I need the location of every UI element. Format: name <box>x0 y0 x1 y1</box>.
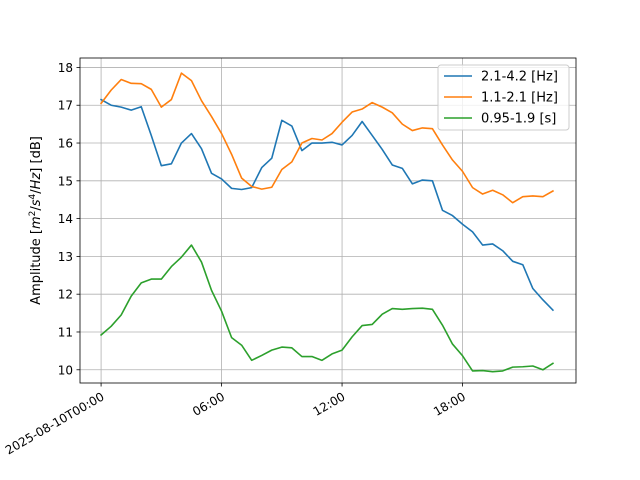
x-tick-label: 2025-08-10T00:00 <box>3 389 107 457</box>
series-line-2 <box>99 72 554 204</box>
y-tick-label: 11 <box>58 325 73 339</box>
legend: 2.1-4.2 [Hz] 1.1-2.1 [Hz] 0.95-1.9 [s] <box>437 64 570 131</box>
y-tick-label: 15 <box>58 174 73 188</box>
series-lines <box>99 72 555 373</box>
legend-box <box>437 64 570 131</box>
y-tick-label: 13 <box>58 250 73 264</box>
y-tick-label: 12 <box>58 288 73 302</box>
y-tick-label: 16 <box>58 137 73 151</box>
series-line-1 <box>100 98 555 312</box>
y-axis-ticks: 10 11 12 13 14 15 16 17 18 <box>58 61 80 377</box>
x-axis-ticks: 2025-08-10T00:00 06:00 12:00 18:00 <box>3 383 468 457</box>
y-tick-label: 10 <box>58 363 73 377</box>
x-tick-label: 12:00 <box>311 389 348 418</box>
legend-label: 0.95-1.9 [s] <box>481 112 556 127</box>
y-axis-label: Amplitude [m2/s4/Hz] [dB] <box>28 136 44 305</box>
legend-label: 2.1-4.2 [Hz] <box>481 70 558 85</box>
x-tick-label: 18:00 <box>431 389 468 418</box>
x-tick-label: 06:00 <box>190 389 227 418</box>
legend-label: 1.1-2.1 [Hz] <box>481 91 558 106</box>
series-line-3 <box>99 244 555 373</box>
plot-frame <box>79 57 577 384</box>
y-tick-label: 17 <box>58 99 73 113</box>
y-tick-label: 18 <box>58 61 73 75</box>
y-tick-label: 14 <box>58 212 73 226</box>
